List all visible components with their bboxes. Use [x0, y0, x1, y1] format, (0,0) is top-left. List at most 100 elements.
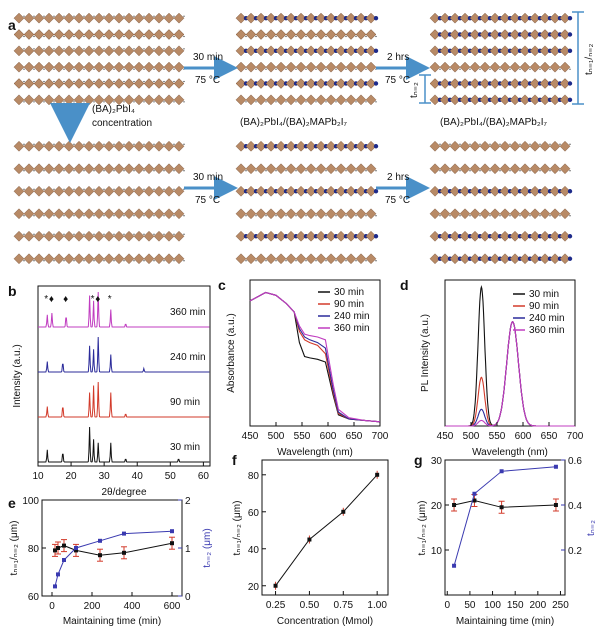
octahedron [499, 185, 511, 197]
ba-spacer [365, 215, 367, 217]
ba-spacer [255, 68, 257, 70]
ba-spacer [53, 170, 55, 172]
ba-spacer [559, 68, 561, 70]
octahedron [53, 253, 65, 265]
octahedron [325, 163, 337, 175]
octahedron [429, 253, 441, 265]
ba-spacer [163, 260, 165, 262]
octahedron [143, 163, 155, 175]
ma-cation [567, 189, 573, 194]
octahedron [355, 45, 367, 57]
octahedron [73, 61, 85, 73]
data-point [472, 498, 477, 503]
octahedron [509, 208, 521, 220]
ba-spacer [143, 48, 145, 50]
octahedron [429, 185, 441, 197]
ba-spacer [173, 215, 175, 217]
octahedron [235, 29, 247, 40]
octahedron [529, 208, 541, 220]
octahedron [23, 253, 35, 265]
octahedron [153, 185, 165, 197]
ba-spacer [133, 143, 135, 145]
ba-spacer [63, 80, 65, 83]
octahedron [245, 140, 257, 152]
octahedron [83, 230, 95, 242]
octahedron [509, 94, 521, 106]
octahedron [133, 140, 145, 152]
octahedron [173, 185, 185, 197]
x-tick-label-c: 650 [346, 431, 363, 442]
octahedron [449, 94, 461, 106]
octahedron [83, 12, 95, 24]
octahedron [83, 61, 95, 73]
arrow-step-3-temp: 75 °C [195, 195, 220, 206]
octahedron [539, 163, 551, 175]
octahedron [519, 29, 531, 40]
x-tick-label-c: 550 [294, 431, 311, 442]
octahedron [539, 12, 551, 24]
start-caption: (BA)₂PbI₄ [92, 104, 135, 115]
octahedron [235, 78, 247, 89]
ba-spacer [559, 215, 561, 217]
ma-cation [373, 234, 379, 239]
octahedron [245, 61, 257, 73]
ba-spacer [33, 188, 35, 190]
ba-spacer [153, 48, 155, 50]
octahedron [479, 78, 491, 89]
ba-spacer [439, 68, 441, 70]
octahedron [335, 78, 347, 89]
ba-spacer [469, 215, 471, 217]
octahedron [53, 61, 65, 73]
ba-spacer [305, 215, 307, 217]
ba-spacer [173, 233, 175, 235]
octahedron [103, 163, 115, 175]
ba-spacer [73, 215, 75, 217]
lattice-block [13, 140, 185, 265]
octahedron [325, 140, 337, 152]
x-tick-label: 250 [552, 600, 569, 611]
ba-spacer [93, 101, 95, 103]
octahedron [529, 253, 541, 265]
octahedron [265, 208, 277, 220]
octahedron [325, 12, 337, 24]
ba-spacer [173, 260, 175, 262]
ba-spacer [83, 233, 85, 235]
octahedron [275, 230, 287, 242]
octahedron [13, 29, 25, 40]
octahedron [123, 208, 135, 220]
octahedron [133, 78, 145, 89]
octahedron [469, 29, 481, 40]
octahedron [93, 208, 105, 220]
axes-frame-d [444, 279, 576, 427]
ba-spacer [549, 170, 551, 172]
octahedron [459, 94, 471, 106]
octahedron [305, 185, 317, 197]
ba-spacer [53, 215, 55, 217]
ba-spacer [449, 170, 451, 172]
octahedron [479, 230, 491, 242]
octahedron [153, 45, 165, 57]
ba-spacer [375, 260, 377, 262]
ba-spacer [73, 80, 75, 83]
octahedron [559, 78, 571, 89]
octahedron [93, 61, 105, 73]
xrd-pattern-3 [38, 426, 210, 463]
ba-spacer [469, 170, 471, 172]
xlabel-f: Concentration (Mmol) [277, 616, 373, 627]
ba-spacer [365, 35, 367, 38]
panel-label-g: g [414, 452, 423, 468]
ba-spacer [113, 188, 115, 190]
x-tick-label-d: 450 [437, 431, 454, 442]
octahedron [429, 230, 441, 242]
ba-spacer [103, 260, 105, 262]
ba-spacer [173, 170, 175, 172]
octahedron [295, 29, 307, 40]
octahedron [305, 94, 317, 106]
octahedron [163, 185, 175, 197]
ba-spacer [33, 143, 35, 145]
octahedron [365, 140, 377, 152]
octahedron [529, 45, 541, 57]
octahedron [539, 61, 551, 73]
ma-cation [567, 15, 573, 21]
ylabel-b: Intensity (a.u.) [12, 344, 23, 407]
